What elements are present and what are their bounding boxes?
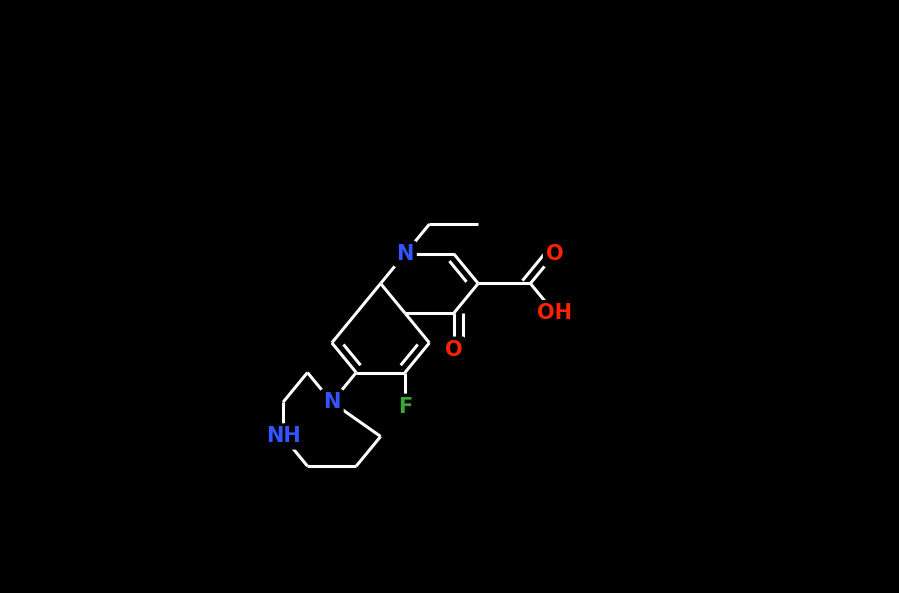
Text: N: N <box>323 392 341 412</box>
Text: F: F <box>398 397 412 417</box>
Text: N: N <box>396 244 414 264</box>
Text: OH: OH <box>538 303 573 323</box>
Text: O: O <box>445 340 463 360</box>
Text: O: O <box>546 244 564 264</box>
Text: NH: NH <box>266 426 300 447</box>
